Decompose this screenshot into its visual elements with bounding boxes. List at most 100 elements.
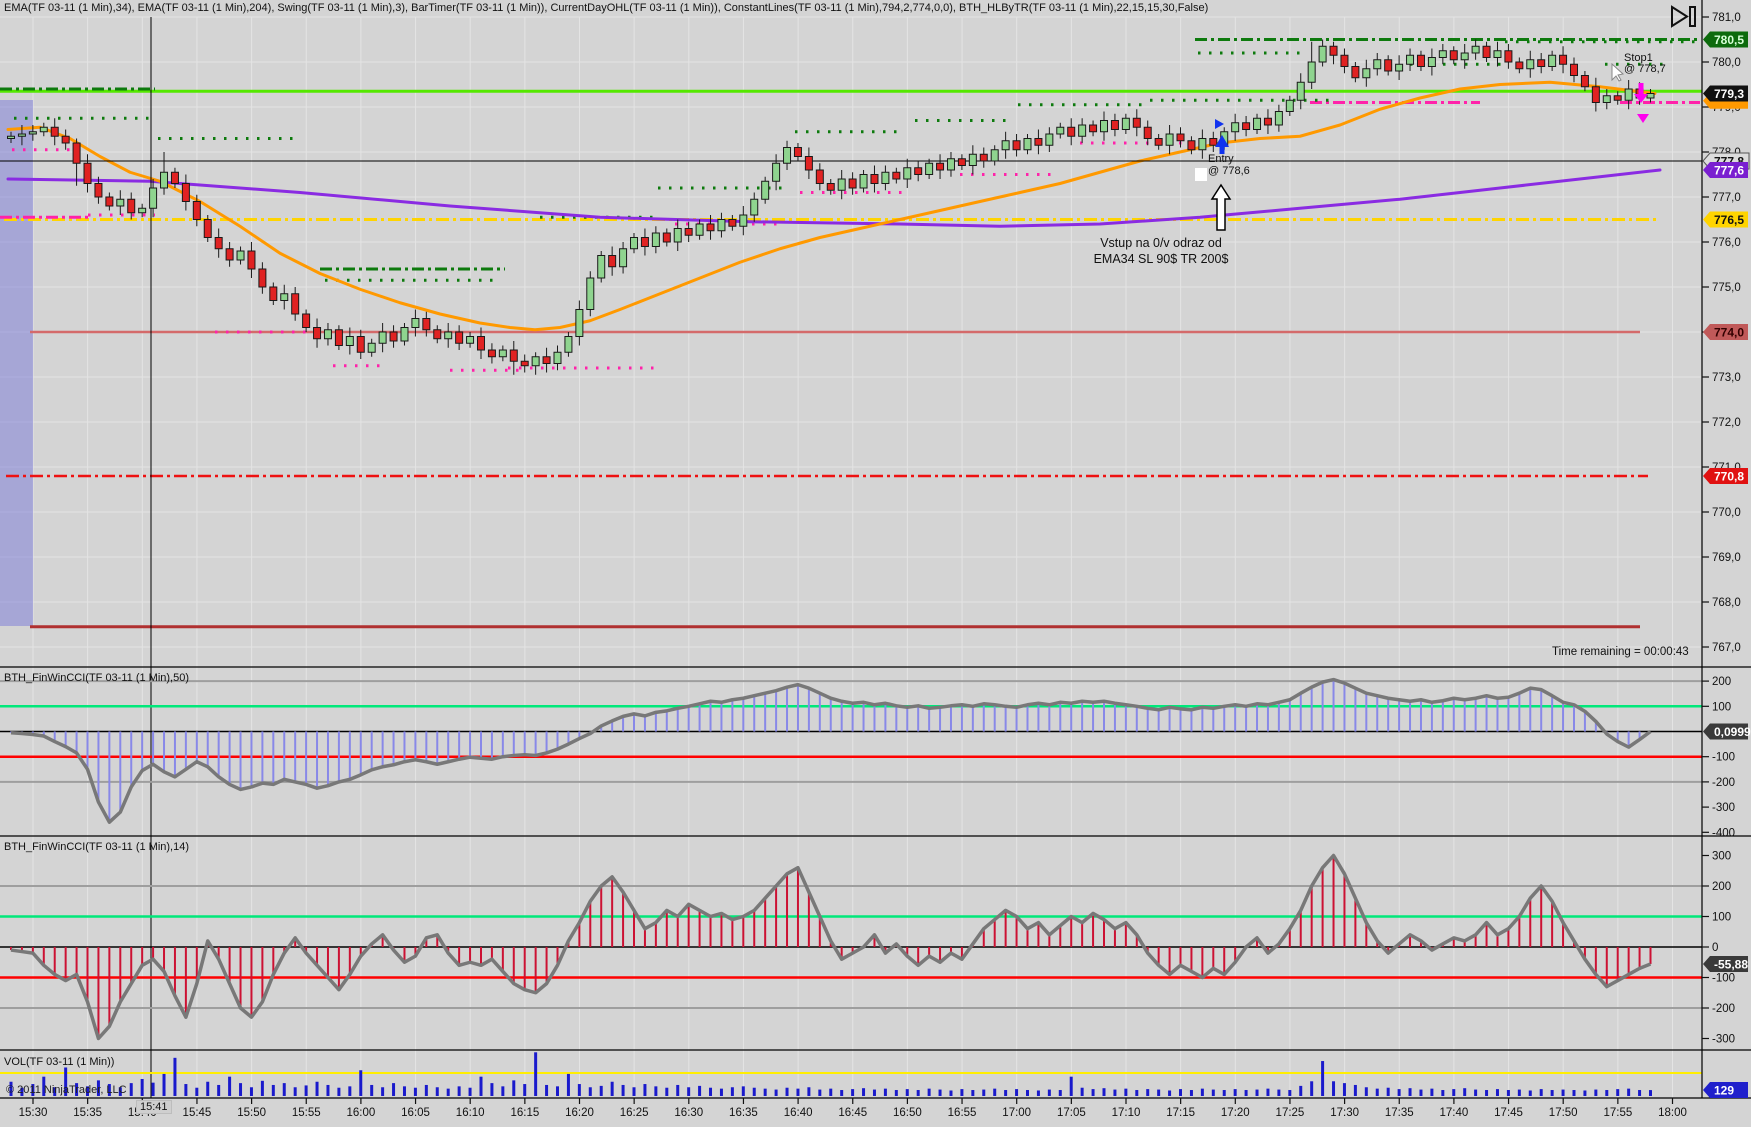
candle-body — [280, 293, 289, 301]
candle-body — [1078, 124, 1087, 137]
candle-body — [1460, 52, 1469, 61]
candle-body — [1176, 133, 1185, 142]
candle-body — [345, 336, 354, 346]
cci14-panel-label: BTH_FinWinCCI(TF 03-11 (1 Min),14) — [4, 841, 189, 853]
candle-body — [225, 248, 234, 261]
candle-body — [509, 349, 518, 362]
candle-body — [1253, 117, 1262, 130]
candle-body — [804, 156, 813, 171]
candle-body — [1307, 61, 1316, 83]
time-axis-label: 16:05 — [401, 1107, 430, 1119]
candle-body — [706, 223, 715, 232]
candle-body — [597, 255, 606, 279]
time-axis-label: 16:30 — [674, 1107, 703, 1119]
candle-body — [367, 342, 376, 353]
candle-body — [881, 171, 890, 184]
candle-body — [1154, 138, 1163, 146]
candle-body — [946, 158, 955, 171]
candle-body — [323, 329, 332, 340]
axis-tick-label: -300 — [1712, 802, 1735, 814]
candle-body — [892, 171, 901, 180]
price-badge-780-5 — [1703, 31, 1748, 48]
candle-body — [630, 237, 639, 250]
candle-body — [1100, 120, 1108, 133]
candle-body — [7, 135, 15, 139]
axis-tick-label: -400 — [1712, 827, 1735, 839]
entry-flag-icon — [1215, 119, 1224, 129]
time-axis-label: 16:15 — [510, 1107, 539, 1119]
price-badge-776-5 — [1703, 211, 1748, 228]
candle-body — [378, 331, 387, 344]
time-axis-label: 17:50 — [1549, 1107, 1578, 1119]
candle-body — [1001, 140, 1010, 151]
candle-body — [914, 167, 923, 175]
axis-tick-label: 773,0 — [1712, 372, 1741, 384]
candle-body — [848, 178, 857, 189]
cci14-path-line — [10, 853, 1652, 1041]
candle-body — [1373, 59, 1382, 70]
candle-body — [1187, 140, 1196, 151]
candle-body — [127, 198, 136, 214]
axis-tick-label: 776,0 — [1712, 237, 1741, 249]
candle-body — [236, 250, 245, 261]
candle-body — [72, 142, 81, 164]
candle-body — [531, 356, 540, 367]
time-axis-label: 17:05 — [1057, 1107, 1086, 1119]
candle-body — [1209, 138, 1218, 146]
price-badge-774-0-label: 774,0 — [1714, 326, 1744, 340]
candle-body — [1602, 95, 1611, 103]
candle-body — [192, 201, 201, 220]
cci14-value-badge — [1703, 956, 1748, 973]
stop-arrow-icon — [1634, 94, 1648, 103]
axis-tick-label: -100 — [1712, 752, 1735, 764]
candle-body — [1482, 45, 1491, 58]
candle-body — [1395, 63, 1404, 72]
candle-body — [160, 171, 169, 189]
candle-body — [1406, 54, 1415, 65]
candle-body — [936, 162, 945, 171]
candle-body — [203, 219, 212, 238]
candle-body — [761, 180, 770, 200]
axis-tick-label: 769,0 — [1712, 552, 1741, 564]
white-square-marker — [1195, 168, 1207, 181]
time-axis-label: 17:20 — [1221, 1107, 1250, 1119]
candle-body — [247, 250, 256, 270]
candle-body — [498, 349, 507, 358]
trade-note-annotation: Vstup na 0/v odraz od EMA34 SL 90$ TR 20… — [1081, 235, 1241, 267]
candle-body — [1449, 50, 1458, 61]
candle-body — [258, 268, 267, 288]
time-axis-label: 17:35 — [1385, 1107, 1414, 1119]
playback-step-icon[interactable] — [1671, 5, 1696, 28]
time-axis-label: 17:15 — [1166, 1107, 1195, 1119]
candle-body — [1285, 99, 1294, 112]
candle-body — [1591, 86, 1600, 103]
candle-body — [476, 336, 485, 351]
cci50-value-badge — [1703, 723, 1748, 740]
entry-annotation-line2: @ 778,6 — [1208, 165, 1250, 177]
candle-body — [903, 167, 912, 180]
time-axis-label: 16:55 — [948, 1107, 977, 1119]
price-badge-777-6 — [1703, 162, 1748, 178]
time-axis-label: 15:35 — [73, 1107, 102, 1119]
candle-body — [1526, 59, 1535, 70]
candle-body — [968, 153, 977, 166]
candle-body — [291, 293, 300, 315]
candle-body — [651, 232, 660, 247]
candle-body — [1274, 111, 1283, 126]
axis-tick-label: -100 — [1712, 973, 1735, 985]
candle-body — [39, 126, 48, 133]
candle-body — [793, 147, 802, 157]
entry-arrow-icon — [1215, 135, 1229, 147]
trade-note-line2: EMA34 SL 90$ TR 200$ — [1093, 252, 1229, 266]
candle-body — [138, 207, 147, 214]
copyright-label: © 2011 NinjaTrader, LLC — [6, 1084, 127, 1096]
time-axis-label: 17:30 — [1330, 1107, 1359, 1119]
price-badge-776-5-label: 776,5 — [1714, 213, 1744, 227]
candle-body — [1340, 54, 1349, 67]
candle-body — [684, 228, 693, 236]
candle-body — [1613, 95, 1622, 101]
candle-body — [105, 196, 114, 207]
axis-tick-label: 770,0 — [1712, 507, 1741, 519]
